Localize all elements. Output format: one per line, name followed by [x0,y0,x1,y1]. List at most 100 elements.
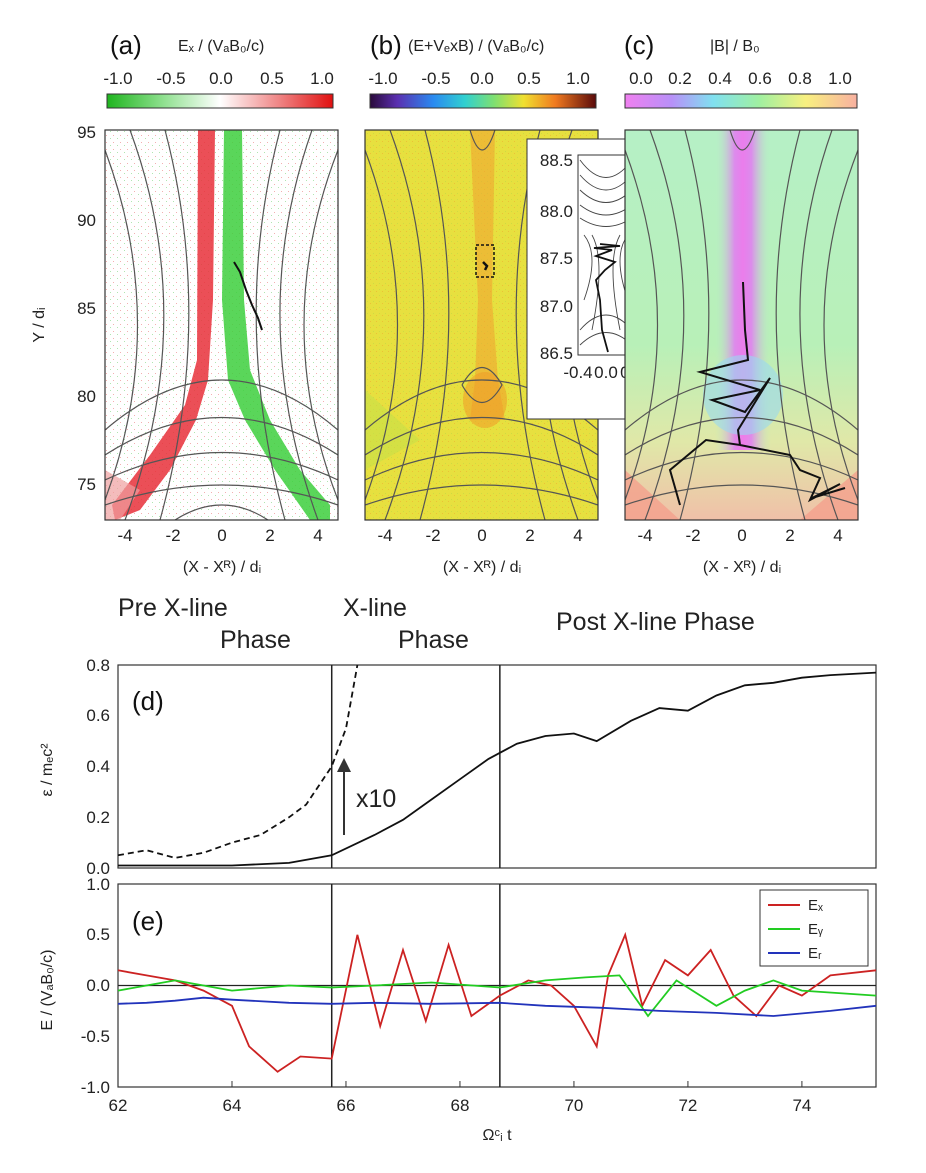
inset-y-tick: 87.5 [540,249,573,268]
map-y-axis: 95 90 85 80 75 Y / dᵢ [31,123,96,494]
panel-b-colorbar [369,93,597,109]
x-tick: 2 [785,526,794,545]
x-tick: 0 [477,526,486,545]
panel-b: (b) (E+VₑxB) / (VₐB₀/c) -1.0 -0.5 0.0 0.… [364,30,644,521]
y-tick: 0.0 [86,976,110,995]
y-tick: 80 [77,387,96,406]
x-tick: 0 [737,526,746,545]
inset-x-tick: 0.0 [594,363,618,382]
y-tick: -1.0 [81,1078,110,1097]
cb-tick: 0.6 [748,69,772,88]
map-y-label: Y / dᵢ [31,307,48,342]
x-tick-label: 66 [337,1096,356,1115]
inset-y-tick: 88.0 [540,202,573,221]
x-tick: 0 [217,526,226,545]
panel-c-frame [624,129,859,521]
y-tick: 85 [77,299,96,318]
cb-tick: 0.0 [209,69,233,88]
y-tick: 1.0 [86,875,110,894]
panel-a-map [105,130,338,520]
y-tick: 0.0 [86,859,110,878]
legend-label-ey: Eᵧ [808,921,823,938]
phase-pre-line2: Phase [220,626,291,654]
panel-d-frame [117,664,877,869]
cb-tick: -1.0 [103,69,132,88]
inset-x-tick: -0.4 [563,363,592,382]
phase-post: Post X-line Phase [556,608,755,636]
map-x-axes: -4 -2 0 2 4 (X - Xᴿ) / dᵢ -4 -2 0 2 4 (X… [117,526,842,576]
x-tick-label: 72 [678,1096,697,1115]
x10-label: x10 [356,785,396,813]
x-tick: 2 [525,526,534,545]
cb-tick: 1.0 [828,69,852,88]
panel-b-letter: (b) [370,30,402,60]
cb-tick: 0.2 [668,69,692,88]
panel-a-colorbar-ticks: -1.0 -0.5 0.0 0.5 1.0 [103,69,333,88]
x-tick-label: 64 [223,1096,242,1115]
x-tick-label: 70 [564,1096,583,1115]
x-tick-label: 74 [792,1096,811,1115]
panel-c: (c) |B| / B₀ 0.0 0.2 0.4 0.6 0.8 1.0 [624,30,859,521]
panel-b-inset: 88.5 88.0 87.5 87.0 86.5 -0.4 0.0 0.4 [526,138,644,420]
inset-trajectory [593,243,621,353]
inset-y-ticks: 88.5 88.0 87.5 87.0 86.5 [540,151,573,363]
panel-e-xlabel: Ωᶜᵢ t [482,1127,512,1144]
panel-e-ylabel: E / (VₐB₀/c) [39,949,56,1030]
panel-b-colorbar-ticks: -1.0 -0.5 0.0 0.5 1.0 [368,69,589,88]
cb-tick: 0.8 [788,69,812,88]
panel-e-y-ticks: 1.0 0.5 0.0 -0.5 -1.0 [81,875,110,1097]
x10-annotation: x10 [337,758,396,835]
cb-tick: 0.5 [260,69,284,88]
y-tick: 0.6 [86,706,110,725]
field-lines [105,130,338,520]
map-x-label-a: (X - Xᴿ) / dᵢ [183,559,261,576]
x-tick: 4 [573,526,582,545]
cb-tick: 1.0 [566,69,590,88]
cb-tick: -1.0 [368,69,397,88]
panel-d-letter: (d) [132,686,164,716]
panel-c-map [625,130,858,520]
x-tick: -2 [685,526,700,545]
y-tick: 0.5 [86,925,110,944]
panel-a-colorbar-title: Eₓ / (VₐB₀/c) [178,38,264,55]
y-tick: 75 [77,475,96,494]
x-tick: 4 [833,526,842,545]
panel-a-letter: (a) [110,30,142,60]
legend-label-ex: Eₓ [808,897,823,914]
panel-a: (a) Eₓ / (VₐB₀/c) -1.0 -0.5 0.0 0.5 1.0 [103,30,339,521]
map-x-label-b: (X - Xᴿ) / dᵢ [443,559,521,576]
panel-b-colorbar-title: (E+VₑxB) / (VₐB₀/c) [408,38,544,55]
x-tick: -2 [425,526,440,545]
panel-a-frame [104,129,339,521]
inset-y-tick: 86.5 [540,344,573,363]
panel-d-y-ticks: 0.8 0.6 0.4 0.2 0.0 [86,656,110,878]
panel-d-plot [117,664,877,868]
phase-x-line1: X-line [343,594,407,622]
x-tick: 4 [313,526,322,545]
phase-pre-line1: Pre X-line [118,594,228,622]
series-line-e2 [117,996,877,1017]
series-line-e0 [117,931,877,1073]
panel-e-letter: (e) [132,906,164,936]
x-tick: -4 [637,526,652,545]
particle-trajectory [668,281,846,506]
panel-c-colorbar [624,93,858,109]
cb-tick: 0.4 [708,69,732,88]
panel-e-x-ticks: 62 64 66 68 70 72 74 [109,1081,811,1115]
phase-labels: Pre X-line Phase X-line Phase Post X-lin… [118,594,755,654]
y-tick: 95 [77,123,96,142]
x-tick: -4 [377,526,392,545]
inset-y-tick: 87.0 [540,297,573,316]
x-tick-label: 62 [109,1096,128,1115]
cb-tick: 0.5 [517,69,541,88]
series-line-e1 [117,974,877,1018]
particle-trajectory [233,261,263,331]
panel-e-plot [117,884,877,1087]
panel-c-letter: (c) [624,30,654,60]
x-tick: 2 [265,526,274,545]
series-line-1 [117,664,359,859]
x-tick-label: 68 [450,1096,469,1115]
panel-c-colorbar-ticks: 0.0 0.2 0.4 0.6 0.8 1.0 [629,69,852,88]
y-tick: 0.2 [86,808,110,827]
